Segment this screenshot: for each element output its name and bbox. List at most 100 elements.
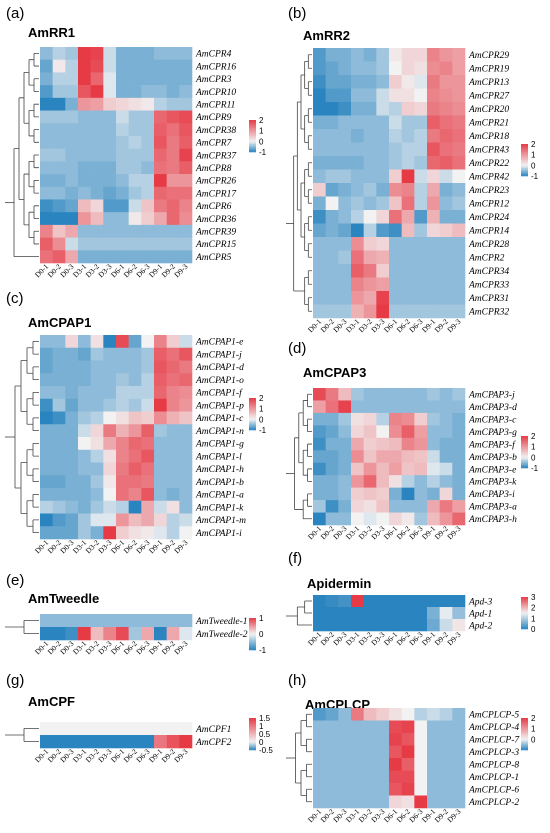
color-scale-segment <box>249 412 256 415</box>
color-scale-tick: 0 <box>259 738 264 747</box>
heatmap-cell <box>65 627 79 641</box>
heatmap-cell <box>179 386 193 400</box>
heatmap-cell <box>65 110 79 124</box>
heatmap-cell <box>154 627 167 641</box>
heatmap-cell <box>40 475 53 489</box>
heatmap-cell <box>103 500 117 514</box>
dendrogram-branch <box>307 162 312 177</box>
heatmap-cell <box>351 437 364 451</box>
heatmap-cell <box>389 400 402 414</box>
row-label: AmCPAP3-j <box>468 391 515 401</box>
color-scale-tick: 1 <box>259 127 264 136</box>
heatmap-cell <box>154 199 167 213</box>
heatmap-cell <box>376 291 390 305</box>
heatmap-cell <box>401 400 415 414</box>
heatmap-cell <box>351 400 364 414</box>
heatmap-cell <box>65 123 79 137</box>
heatmap-cell <box>128 72 142 86</box>
heatmap-cell <box>452 437 466 451</box>
row-label: AmCPR38 <box>195 126 236 136</box>
heatmap-cell <box>338 500 352 513</box>
heatmap-cell <box>154 335 167 349</box>
color-scale-segment <box>521 456 528 459</box>
heatmap-cell <box>103 72 117 86</box>
heatmap-cell <box>166 174 180 188</box>
heatmap-cell <box>363 400 377 414</box>
heatmap-cell <box>401 720 415 734</box>
heatmap-cell <box>338 607 352 620</box>
dendrogram-branch <box>32 442 39 457</box>
heatmap-cell <box>166 335 180 349</box>
heatmap-cell <box>439 450 453 464</box>
heatmap-cell <box>338 512 352 526</box>
heatmap-cell <box>376 758 390 771</box>
heatmap-cell <box>166 237 180 251</box>
row-label: AmCPR28 <box>468 240 509 250</box>
heatmap-cell <box>401 115 415 130</box>
heatmap-cell <box>414 388 428 401</box>
heatmap-cell <box>427 196 440 211</box>
heatmap-cell <box>363 102 377 116</box>
heatmap-cell <box>154 72 167 86</box>
heatmap-cell <box>52 735 66 749</box>
heatmap-cell <box>351 250 364 265</box>
dendrogram-branch <box>13 148 39 258</box>
row-label: AmCPR5 <box>195 253 232 263</box>
panel-title: AmCPF <box>28 694 75 709</box>
heatmap-cell <box>376 277 390 292</box>
color-scale-segment <box>249 648 256 651</box>
color-scale-segment <box>249 409 256 412</box>
heatmap-cell <box>439 250 453 265</box>
heatmap-cell <box>401 156 415 170</box>
heatmap-cell <box>363 720 377 734</box>
heatmap-cell <box>103 373 117 387</box>
heatmap-cell <box>179 437 193 451</box>
heatmap-cell <box>401 196 415 211</box>
heatmap-cell <box>325 450 339 464</box>
heatmap-cell <box>401 512 415 526</box>
color-scale-segment <box>249 626 256 628</box>
row-label: AmCPLCP-8 <box>468 761 519 771</box>
row-label: AmCPR42 <box>468 173 509 183</box>
heatmap-cell <box>154 614 167 628</box>
heatmap-cell <box>103 237 117 251</box>
color-scale-segment <box>521 161 528 164</box>
heatmap-cell <box>313 169 326 184</box>
heatmap-cell <box>439 237 453 251</box>
color-scale-segment <box>521 721 528 724</box>
heatmap-cell <box>338 783 352 796</box>
heatmap-cell <box>40 59 53 73</box>
color-scale-segment <box>249 148 256 151</box>
heatmap-cell <box>78 224 91 238</box>
heatmap-cell <box>439 196 453 211</box>
heatmap-cell <box>141 437 155 451</box>
color-scale-segment <box>521 619 528 622</box>
color-scale-segment <box>249 732 256 735</box>
row-label: AmCPR39 <box>195 228 236 238</box>
heatmap-cell <box>179 347 193 361</box>
heatmap-cell <box>78 475 91 489</box>
color-scale-segment <box>521 147 528 150</box>
heatmap-cell <box>78 250 91 264</box>
heatmap-cell <box>338 733 352 746</box>
heatmap-cell <box>103 148 117 162</box>
heatmap-cell <box>427 277 440 292</box>
dendrogram-branch <box>33 230 39 245</box>
heatmap-cell <box>414 412 428 426</box>
heatmap-cell <box>313 75 326 89</box>
heatmap-cell <box>154 437 167 451</box>
heatmap-cell <box>351 487 364 501</box>
heatmap-cell <box>128 199 142 213</box>
dendrogram-branch <box>32 340 39 355</box>
color-scale-segment <box>521 439 528 442</box>
heatmap-cell <box>351 102 364 116</box>
heatmap-cell <box>313 475 326 488</box>
heatmap-cell <box>389 88 402 103</box>
heatmap-cell <box>452 156 466 170</box>
heatmap-cell <box>103 614 117 628</box>
color-scale-segment <box>249 120 256 122</box>
heatmap-cell <box>103 360 117 374</box>
color-scale-segment <box>521 158 528 161</box>
heatmap-cell <box>52 411 66 425</box>
color-scale-segment <box>521 729 528 732</box>
